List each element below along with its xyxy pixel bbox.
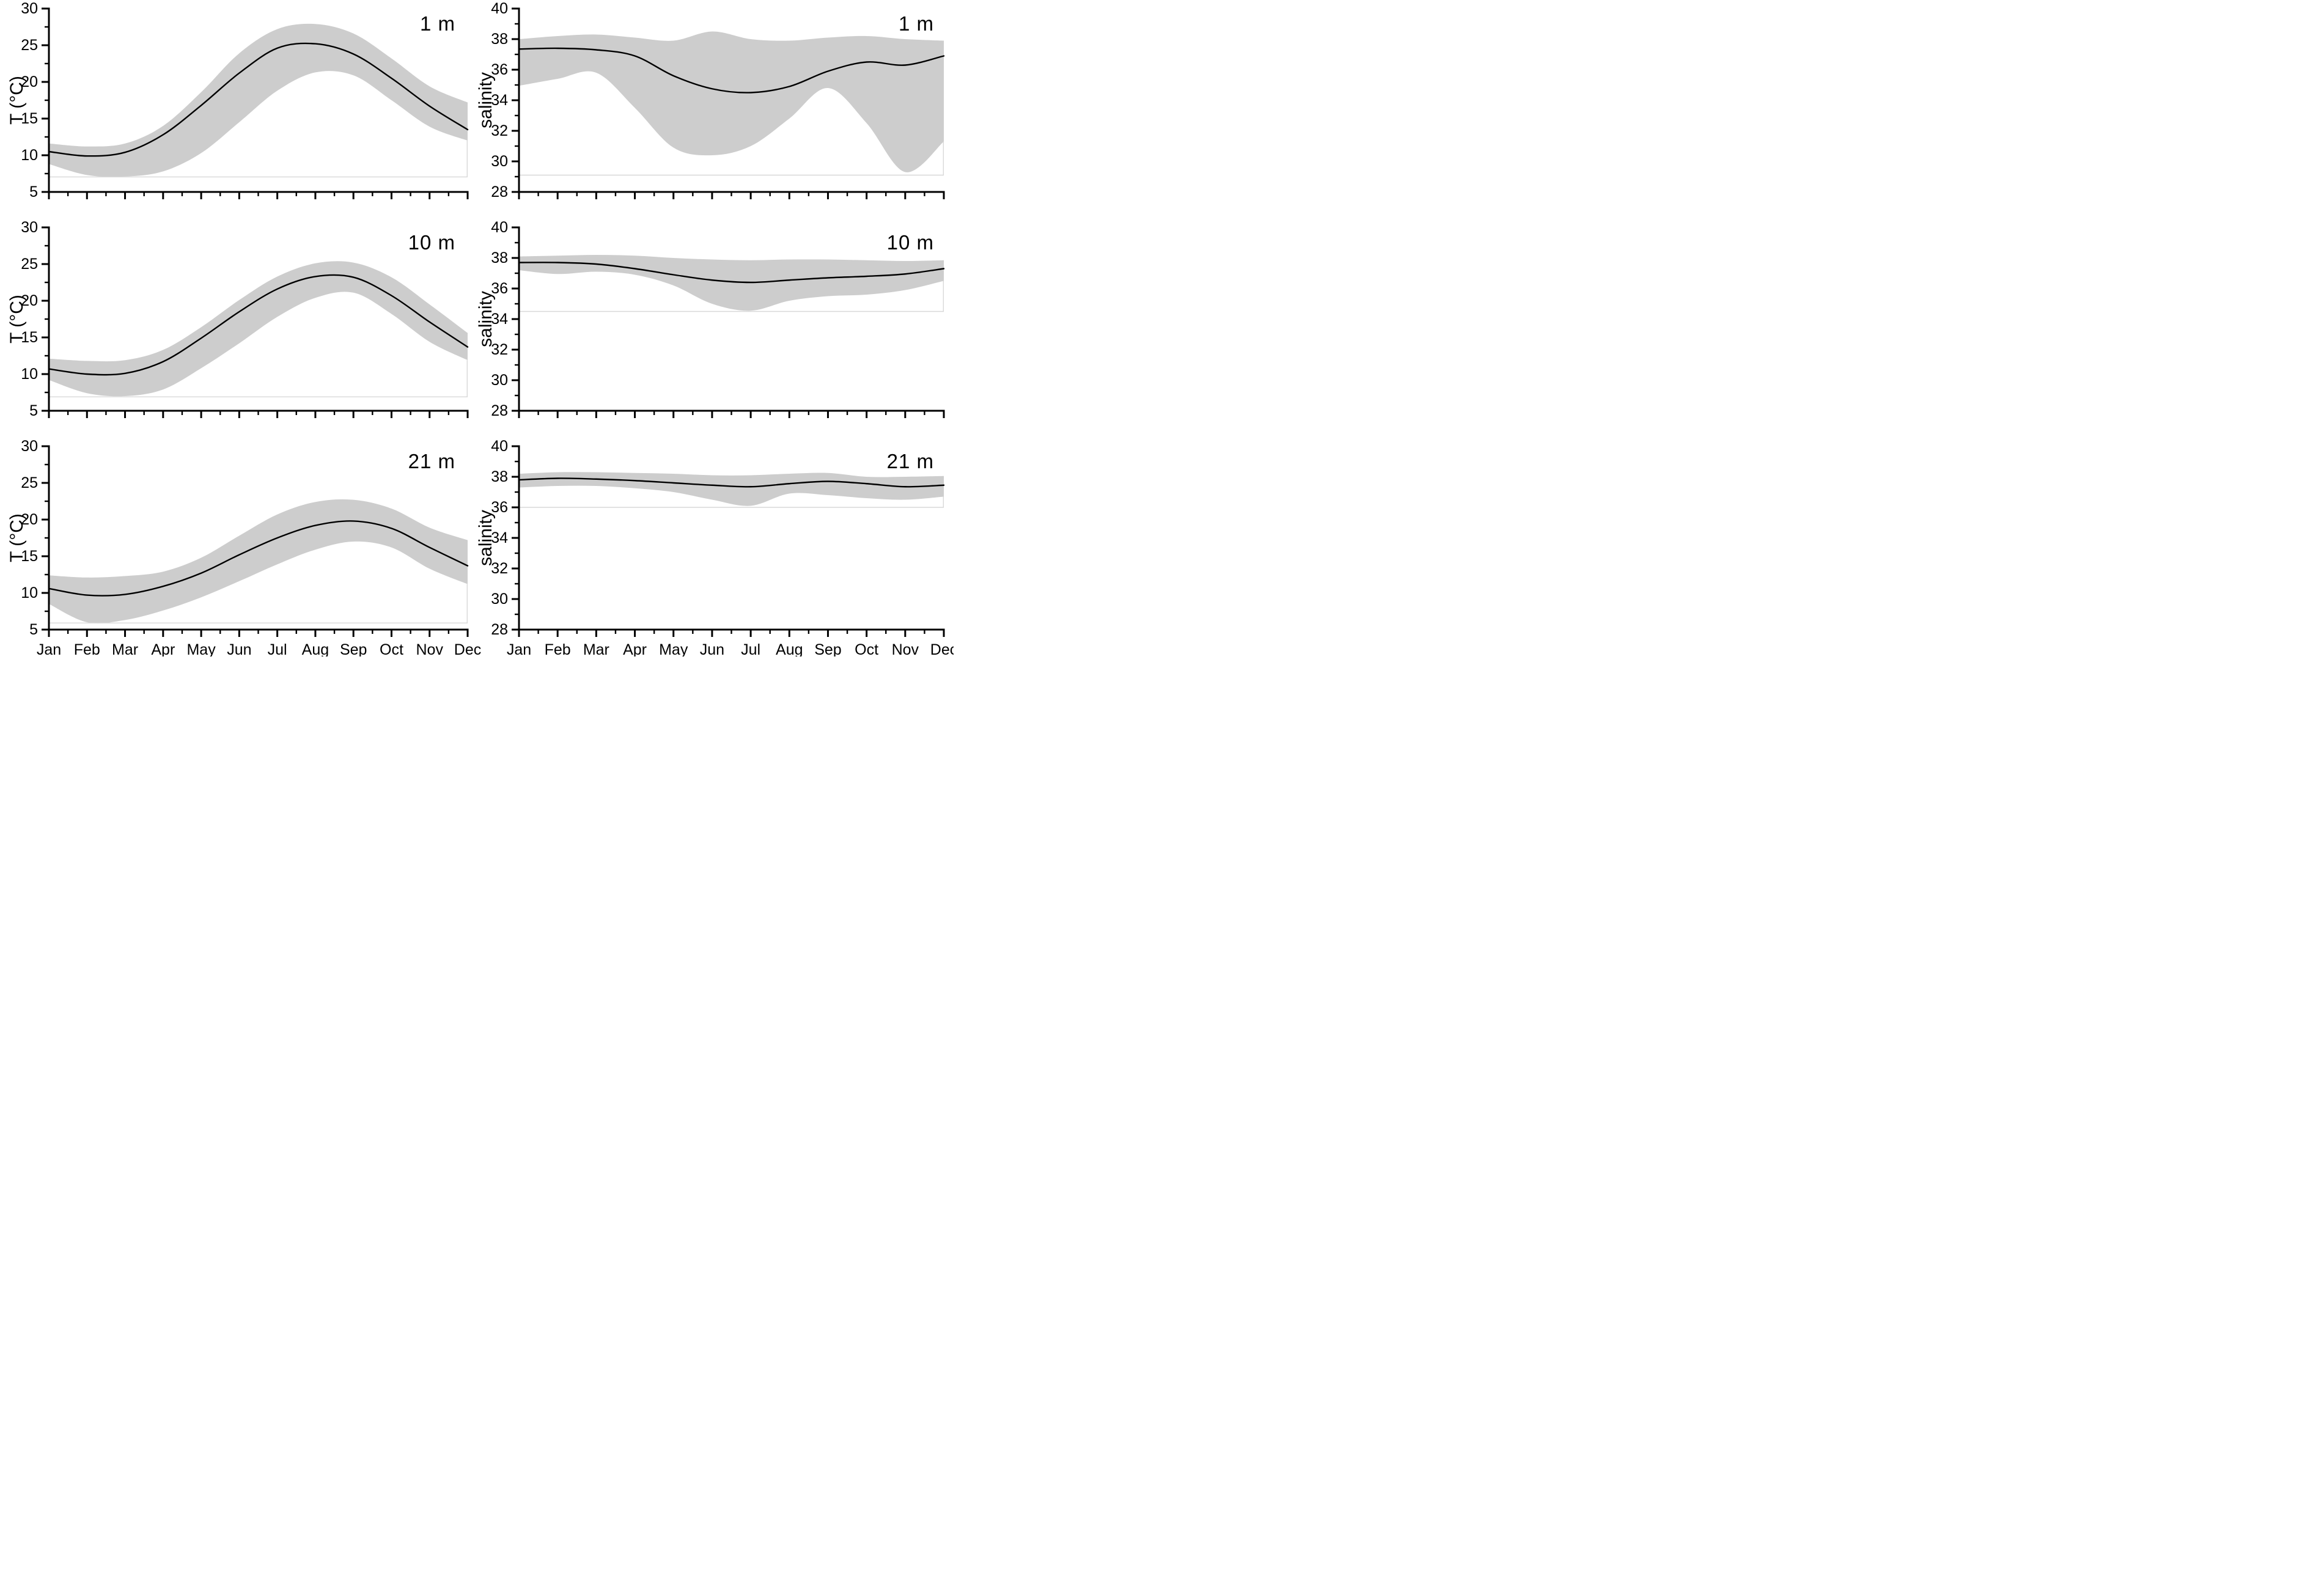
mean-line-salinity-21m xyxy=(518,477,945,488)
uncertainty-band-salinity-1m xyxy=(519,31,944,172)
x-month-label-salinity-21m: Oct xyxy=(855,641,878,656)
x-month-label-salinity-21m: Mar xyxy=(583,641,609,656)
x-month-label-temperature-21m: Dec xyxy=(454,641,481,656)
x-month-label-salinity-21m: Aug xyxy=(776,641,803,656)
y-tick-label-temperature-10m: 30 xyxy=(21,219,38,236)
y-tick-label-salinity-1m: 28 xyxy=(491,183,508,200)
y-tick-label-salinity-10m: 40 xyxy=(491,219,508,236)
y-tick-label-temperature-21m: 5 xyxy=(29,621,38,638)
mean-line-salinity-10m xyxy=(518,262,945,284)
x-month-label-salinity-21m: Sep xyxy=(814,641,841,656)
y-tick-label-salinity-1m: 38 xyxy=(491,31,508,48)
x-month-label-temperature-21m: Oct xyxy=(380,641,403,656)
uncertainty-band-temperature-1m xyxy=(49,23,468,177)
mean-line-temperature-1m xyxy=(48,42,469,157)
y-tick-label-salinity-21m: 40 xyxy=(491,438,508,455)
y-axis-title-temp-1m: T (°C) xyxy=(7,76,27,125)
x-month-label-temperature-21m: Mar xyxy=(112,641,138,656)
x-month-label-salinity-21m: Apr xyxy=(623,641,647,656)
x-month-label-temperature-21m: May xyxy=(186,641,216,656)
figure-svg: 5 10 15 20 25 30 28 30 32 34 36 38 40 5 10 15 20 25 30 28 30… xyxy=(21,0,954,656)
y-axis-title-temp-10m: T (°C) xyxy=(7,295,27,344)
x-month-label-temperature-21m: Aug xyxy=(302,641,329,656)
y-tick-label-salinity-21m: 28 xyxy=(491,621,508,638)
panel-annotation-temp-10m: 10 m xyxy=(408,231,455,254)
y-tick-label-salinity-10m: 34 xyxy=(491,311,508,328)
y-tick-label-salinity-10m: 38 xyxy=(491,249,508,267)
y-tick-label-temperature-10m: 10 xyxy=(21,366,38,383)
y-tick-label-temperature-1m: 25 xyxy=(21,37,38,54)
panel-annotation-sal-1m: 1 m xyxy=(898,12,934,35)
x-month-label-salinity-21m: Jul xyxy=(741,641,760,656)
panel-annotation-temp-21m: 21 m xyxy=(408,450,455,473)
x-month-label-temperature-21m: Apr xyxy=(151,641,175,656)
y-tick-label-salinity-1m: 32 xyxy=(491,122,508,139)
y-tick-label-temperature-21m: 20 xyxy=(21,511,38,528)
y-tick-label-temperature-1m: 30 xyxy=(21,0,38,17)
y-tick-label-temperature-1m: 20 xyxy=(21,73,38,90)
x-month-label-salinity-21m: Feb xyxy=(545,641,571,656)
y-tick-label-salinity-21m: 38 xyxy=(491,468,508,485)
y-axis-title-sal-21m: salinity xyxy=(476,510,496,566)
y-tick-label-temperature-21m: 15 xyxy=(21,548,38,565)
y-tick-label-temperature-21m: 10 xyxy=(21,584,38,601)
x-month-label-temperature-21m: Jun xyxy=(227,641,251,656)
y-tick-label-salinity-21m: 30 xyxy=(491,590,508,608)
y-tick-label-temperature-1m: 10 xyxy=(21,147,38,164)
x-month-label-temperature-21m: Jul xyxy=(268,641,287,656)
x-month-label-salinity-21m: Nov xyxy=(892,641,919,656)
y-tick-label-salinity-21m: 32 xyxy=(491,560,508,577)
six-panel-climatology-figure: 5 10 15 20 25 30 28 30 32 34 36 38 40 5 10 15 20 25 30 28 30… xyxy=(0,0,954,656)
x-month-label-salinity-21m: Jan xyxy=(507,641,531,656)
y-axis-title-sal-10m: salinity xyxy=(476,291,496,347)
uncertainty-band-temperature-10m xyxy=(49,261,468,397)
y-tick-label-salinity-10m: 28 xyxy=(491,402,508,419)
uncertainty-band-temperature-21m xyxy=(49,499,468,623)
panel-annotation-sal-10m: 10 m xyxy=(886,231,934,254)
x-month-label-temperature-21m: Sep xyxy=(340,641,367,656)
uncertainty-band-salinity-10m xyxy=(519,255,944,311)
mean-line-temperature-21m xyxy=(48,520,469,597)
x-month-label-temperature-21m: Feb xyxy=(74,641,100,656)
x-month-label-salinity-21m: Dec xyxy=(930,641,954,656)
y-tick-label-temperature-10m: 25 xyxy=(21,256,38,273)
y-tick-label-salinity-10m: 36 xyxy=(491,280,508,297)
x-month-label-temperature-21m: Jan xyxy=(37,641,61,656)
panel-annotation-sal-21m: 21 m xyxy=(886,450,934,473)
panel-annotation-temp-1m: 1 m xyxy=(419,12,455,35)
y-tick-label-temperature-21m: 25 xyxy=(21,474,38,491)
y-tick-label-salinity-1m: 36 xyxy=(491,61,508,78)
y-tick-label-salinity-10m: 30 xyxy=(491,372,508,389)
y-tick-label-temperature-10m: 15 xyxy=(21,329,38,346)
x-month-label-temperature-21m: Nov xyxy=(416,641,443,656)
y-tick-label-salinity-1m: 40 xyxy=(491,0,508,17)
y-tick-label-salinity-21m: 34 xyxy=(491,529,508,546)
y-tick-label-temperature-1m: 5 xyxy=(29,183,38,200)
x-month-label-salinity-21m: Jun xyxy=(700,641,724,656)
y-tick-label-salinity-1m: 34 xyxy=(491,92,508,109)
y-tick-label-temperature-1m: 15 xyxy=(21,110,38,127)
mean-line-temperature-10m xyxy=(48,274,469,376)
y-tick-label-salinity-10m: 32 xyxy=(491,341,508,358)
mean-line-salinity-1m xyxy=(518,47,945,94)
y-tick-label-temperature-21m: 30 xyxy=(21,438,38,455)
y-tick-label-salinity-21m: 36 xyxy=(491,499,508,516)
y-axis-title-temp-21m: T (°C) xyxy=(7,513,27,562)
y-tick-label-temperature-10m: 5 xyxy=(29,402,38,419)
uncertainty-band-salinity-21m xyxy=(519,472,944,506)
y-tick-label-salinity-1m: 30 xyxy=(491,153,508,170)
y-tick-label-temperature-10m: 20 xyxy=(21,292,38,309)
page: { "figure": { "background_color": "#ffff… xyxy=(0,0,2307,656)
x-month-label-salinity-21m: May xyxy=(659,641,688,656)
y-axis-title-sal-1m: salinity xyxy=(476,72,496,128)
